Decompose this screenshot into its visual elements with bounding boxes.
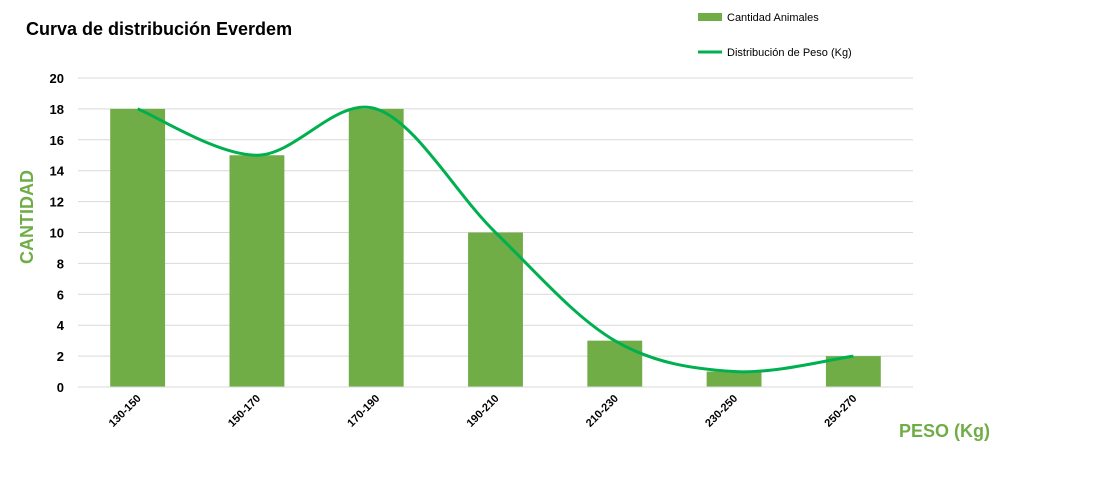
x-tick-label: 230-250 — [703, 393, 740, 430]
y-tick-label: 14 — [50, 164, 65, 179]
y-tick-label: 4 — [57, 318, 65, 333]
y-tick-label: 8 — [57, 256, 64, 271]
bar — [229, 155, 285, 387]
y-tick-label: 6 — [57, 287, 64, 302]
y-tick-label: 18 — [50, 102, 64, 117]
legend-label-line: Distribución de Peso (Kg) — [727, 47, 852, 59]
bar — [825, 356, 881, 387]
x-tick-label: 130-150 — [107, 393, 144, 430]
y-tick-label: 12 — [50, 195, 64, 210]
legend-swatch-bars — [698, 13, 722, 21]
y-tick-label: 2 — [57, 349, 64, 364]
x-tick-label: 210-230 — [584, 393, 621, 430]
x-axis-label: PESO (Kg) — [899, 421, 990, 441]
x-tick-label: 170-190 — [345, 393, 382, 430]
x-tick-label: 250-270 — [822, 393, 859, 430]
legend: Cantidad Animales Distribución de Peso (… — [698, 12, 852, 59]
y-tick-label: 0 — [57, 380, 64, 395]
legend-label-bars: Cantidad Animales — [727, 12, 819, 24]
y-tick-label: 16 — [50, 133, 64, 148]
x-axis-ticks: 130-150 150-170 170-190 190-210 210-230 230-2… — [107, 393, 860, 430]
y-tick-label: 20 — [50, 71, 64, 86]
bar — [587, 340, 643, 387]
x-tick-label: 150-170 — [226, 393, 263, 430]
x-tick-label: 190-210 — [465, 393, 502, 430]
y-axis-label: CANTIDAD — [17, 170, 37, 264]
bar — [348, 108, 404, 388]
bar — [110, 108, 166, 388]
bars — [110, 108, 881, 388]
bar — [468, 232, 523, 387]
distribution-line — [137, 105, 854, 374]
bar — [706, 371, 762, 387]
chart-title: Curva de distribución Everdem — [26, 19, 292, 39]
y-axis-ticks: 0 2 4 6 8 10 12 14 16 18 20 — [50, 71, 65, 395]
y-tick-label: 10 — [50, 226, 64, 241]
